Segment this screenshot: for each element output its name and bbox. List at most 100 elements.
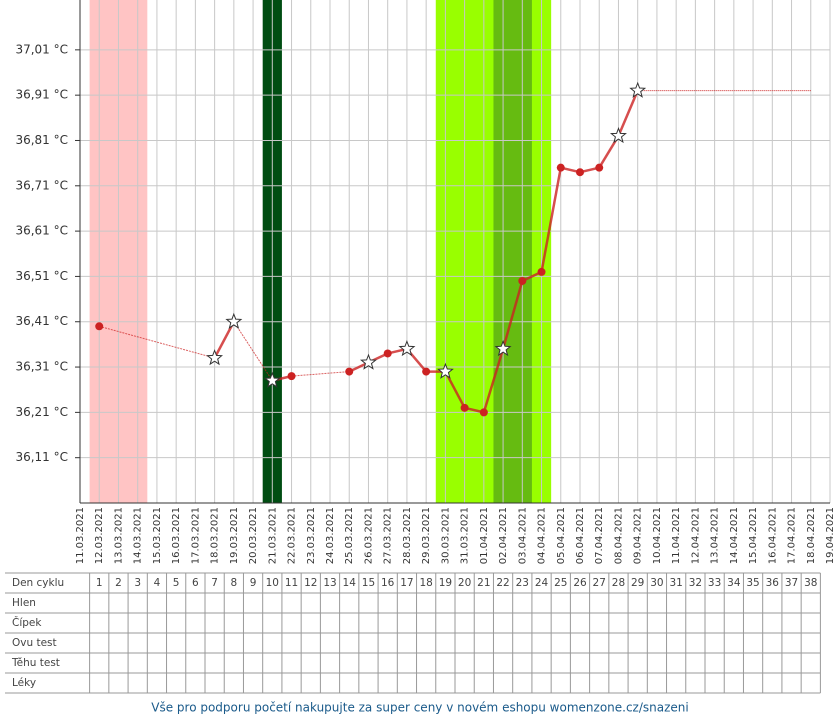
cycle-day: 5 (173, 577, 180, 589)
cycle-day: 35 (746, 577, 759, 589)
x-tick-label: 18.04.2021 (806, 507, 817, 564)
x-tick-label: 12.03.2021 (94, 507, 105, 564)
x-tick-label: 14.04.2021 (729, 507, 740, 564)
temp-segment (617, 90, 639, 137)
temp-point (595, 163, 604, 172)
temp-point (422, 367, 431, 376)
temp-segment (291, 371, 350, 377)
cycle-day: 19 (439, 577, 452, 589)
row-label: Léky (12, 677, 36, 689)
x-tick-label: 01.04.2021 (479, 507, 490, 564)
x-tick-label: 19.04.2021 (825, 507, 836, 564)
x-tick-label: 18.03.2021 (210, 507, 221, 564)
cycle-day: 8 (231, 577, 238, 589)
x-tick-label: 02.04.2021 (498, 507, 509, 564)
cycle-day: 17 (400, 577, 413, 589)
x-tick-label: 31.03.2021 (460, 507, 471, 564)
row-label: Den cyklu (12, 577, 64, 589)
x-tick-label: 13.04.2021 (710, 507, 721, 564)
x-tick-label: 24.03.2021 (325, 507, 336, 564)
temp-segment (482, 348, 505, 413)
temp-point (95, 322, 104, 331)
x-tick-label: 25.03.2021 (344, 507, 355, 564)
star-marker (629, 81, 647, 98)
cycle-day: 34 (727, 577, 741, 589)
temp-point (576, 168, 584, 177)
cycle-day: 29 (631, 577, 644, 589)
cycle-day: 37 (785, 577, 798, 589)
temp-segment (213, 321, 235, 359)
x-tick-label: 17.04.2021 (787, 507, 798, 564)
x-tick-label: 03.04.2021 (517, 507, 528, 564)
y-tick-label: 36,41 °C (15, 314, 68, 328)
x-tick-label: 15.03.2021 (152, 507, 163, 564)
cycle-day: 38 (804, 577, 817, 589)
x-tick-label: 30.03.2021 (440, 507, 451, 564)
x-tick-label: 27.03.2021 (383, 507, 394, 564)
temp-segment (501, 280, 524, 350)
y-tick-label: 36,11 °C (15, 450, 68, 464)
temp-point (518, 276, 527, 285)
cycle-day: 25 (554, 577, 567, 589)
cycle-day: 6 (192, 577, 199, 589)
x-tick-label: 07.04.2021 (594, 507, 605, 564)
cycle-day: 26 (573, 577, 587, 589)
cycle-day: 15 (362, 577, 375, 589)
phase-band (435, 0, 552, 503)
phase-band (493, 0, 532, 503)
cycle-day: 23 (516, 577, 529, 589)
x-tick-label: 20.03.2021 (248, 507, 259, 564)
temp-point (345, 367, 354, 376)
cycle-day: 16 (381, 577, 395, 589)
x-tick-label: 21.03.2021 (267, 507, 278, 564)
temp-segment (99, 325, 215, 359)
x-tick-label: 26.03.2021 (363, 507, 374, 564)
x-tick-label: 16.04.2021 (767, 507, 778, 564)
x-tick-label: 04.04.2021 (537, 507, 548, 564)
cycle-day: 7 (211, 577, 218, 589)
x-tick-label: 05.04.2021 (556, 507, 567, 564)
x-tick-label: 13.03.2021 (113, 507, 124, 564)
x-tick-label: 10.04.2021 (652, 507, 663, 564)
cycle-day: 33 (708, 577, 721, 589)
footer-link[interactable]: Vše pro podporu početí nakupujte za supe… (151, 701, 688, 715)
y-tick-label: 37,01 °C (15, 42, 68, 56)
x-tick-label: 11.03.2021 (75, 507, 86, 564)
cycle-day: 3 (134, 577, 141, 589)
temp-point (287, 372, 296, 381)
star-marker (609, 126, 627, 144)
cycle-day: 13 (323, 577, 336, 589)
x-tick-label: 09.04.2021 (633, 507, 644, 564)
temp-segment (233, 321, 273, 381)
temp-point (537, 267, 546, 276)
cycle-day: 20 (458, 577, 471, 589)
star-marker (436, 362, 454, 379)
row-label: Čípek (12, 616, 42, 629)
x-tick-label: 23.03.2021 (306, 507, 317, 564)
x-tick-label: 08.04.2021 (613, 507, 624, 564)
star-marker (225, 312, 243, 329)
row-label: Těhu test (11, 657, 60, 669)
x-tick-label: 12.04.2021 (690, 507, 701, 564)
cycle-day: 24 (535, 577, 549, 589)
cycle-day: 10 (266, 577, 279, 589)
y-tick-label: 36,91 °C (15, 88, 68, 102)
x-tick-label: 19.03.2021 (229, 507, 240, 564)
temp-point (556, 163, 565, 172)
x-tick-label: 14.03.2021 (133, 507, 144, 564)
x-tick-label: 16.03.2021 (171, 507, 182, 564)
y-tick-label: 36,81 °C (15, 133, 68, 147)
cycle-day: 32 (689, 577, 702, 589)
x-tick-label: 17.03.2021 (190, 507, 201, 564)
star-marker (263, 371, 281, 388)
x-tick-label: 11.04.2021 (671, 507, 682, 564)
star-marker (398, 340, 416, 357)
row-label: Ovu test (12, 637, 57, 649)
y-tick-label: 36,71 °C (15, 178, 68, 192)
temp-point (383, 349, 392, 358)
cycle-day: 4 (154, 577, 161, 589)
cycle-day: 12 (304, 577, 317, 589)
x-tick-label: 29.03.2021 (421, 507, 432, 564)
y-tick-label: 36,21 °C (15, 405, 68, 419)
